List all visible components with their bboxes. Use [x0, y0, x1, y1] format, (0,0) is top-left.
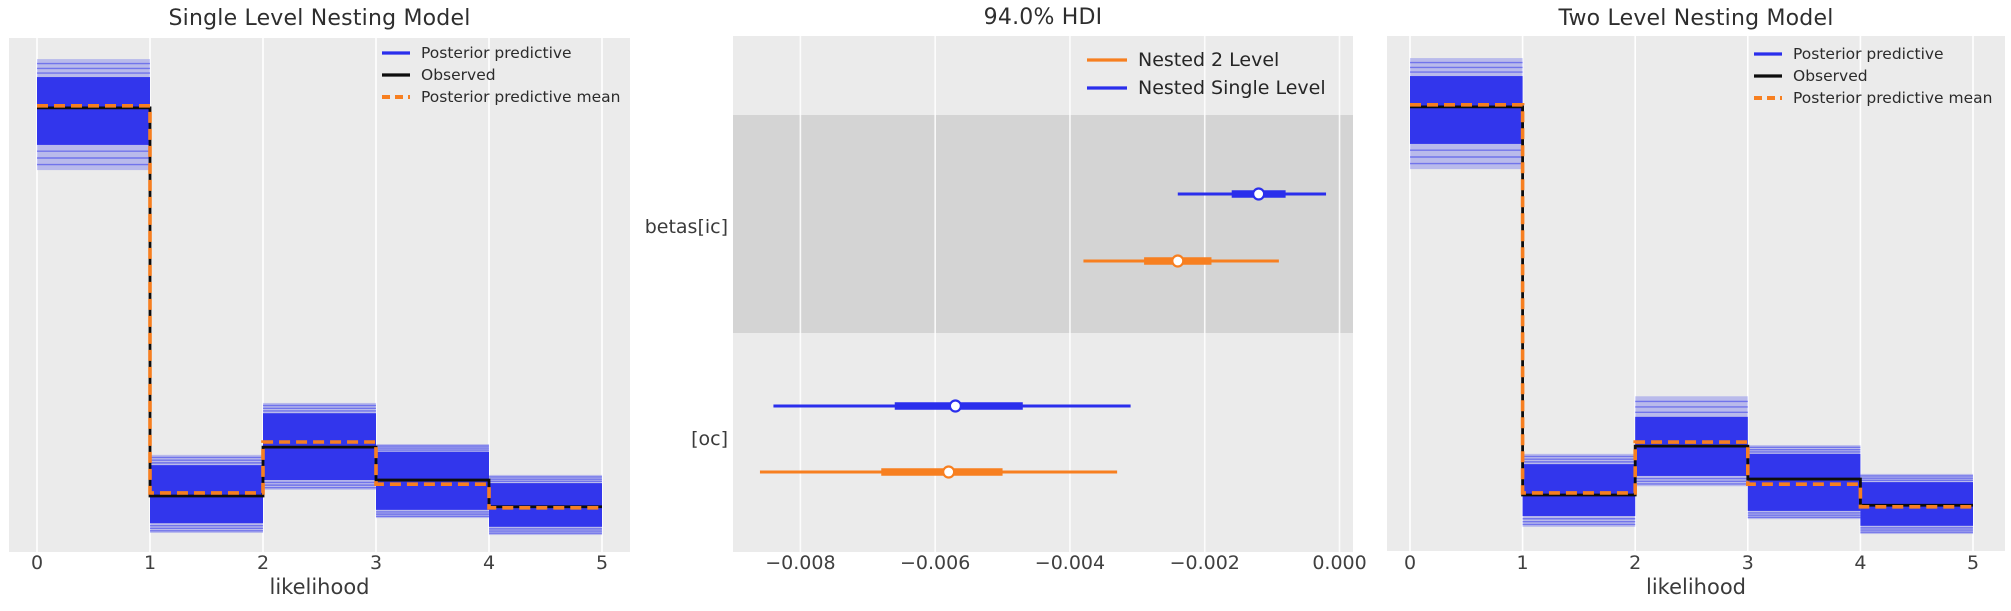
- legend-line-swatch-icon: [382, 95, 410, 99]
- legend-entry-label: Posterior predictive mean: [1793, 89, 1993, 107]
- variable-row-label: [oc]: [691, 428, 728, 450]
- legend-line-swatch-icon: [1087, 86, 1127, 90]
- legend-entry: Posterior predictive: [1753, 43, 1992, 65]
- median-dot: [1252, 187, 1266, 201]
- legend-entry-label: Observed: [421, 66, 496, 84]
- x-tick-label: 2: [256, 552, 270, 574]
- legend-entry-label: Posterior predictive: [421, 44, 572, 62]
- legend-entry: Nested Single Level: [1086, 74, 1326, 102]
- legend-line-swatch-icon: [1087, 58, 1127, 62]
- legend-entry-label: Nested Single Level: [1138, 77, 1326, 99]
- x-tick-label: 5: [595, 552, 609, 574]
- x-tick-label: 1: [1516, 552, 1529, 574]
- x-tick-label: 3: [1741, 552, 1754, 574]
- x-tick-label: 0: [1403, 552, 1417, 574]
- legend-line-swatch-icon: [382, 51, 410, 55]
- legend-entry-label: Nested 2 Level: [1138, 49, 1280, 71]
- x-tick-label: −0.006: [900, 552, 971, 574]
- legend-entry: Posterior predictive: [381, 42, 620, 64]
- x-tick-label: −0.002: [1169, 552, 1240, 574]
- legend-entry: Posterior predictive mean: [381, 86, 620, 108]
- posterior-predictive-band-solid: [489, 483, 602, 527]
- plot-canvas-two-level: [1387, 36, 2005, 551]
- x-tick-label: 0.000: [1312, 552, 1367, 574]
- posterior-predictive-mean-line: [1410, 103, 1973, 509]
- x-tick-label: 4: [1854, 552, 1867, 574]
- legend-entry: Posterior predictive mean: [1753, 87, 1992, 109]
- plot-canvas-hdi: [733, 36, 1353, 552]
- x-axis-label-single-level: likelihood: [269, 575, 370, 599]
- x-tick-label: −0.008: [765, 552, 836, 574]
- legend-entry-label: Posterior predictive: [1793, 45, 1944, 63]
- x-tick-label: 0: [30, 552, 44, 574]
- x-tick-label: −0.004: [1034, 552, 1106, 574]
- median-dot: [1171, 254, 1185, 268]
- legend-entry: Nested 2 Level: [1086, 46, 1326, 74]
- legend-entry-label: Observed: [1793, 67, 1868, 85]
- posterior-predictive-mean-line: [37, 104, 602, 510]
- legend-hdi: Nested 2 Level Nested Single Level: [1086, 46, 1326, 102]
- legend-entry: Observed: [381, 64, 620, 86]
- legend-single-level: Posterior predictive Observed Posterior pr…: [381, 42, 620, 108]
- variable-row-label: betas[ic]: [644, 216, 728, 238]
- posterior-predictive-band-solid: [1522, 464, 1636, 517]
- legend-line-swatch-icon: [1754, 74, 1782, 78]
- x-tick-label: 4: [482, 552, 496, 574]
- plot-title-two-level: Two Level Nesting Model: [1558, 6, 1834, 31]
- x-axis-label-two-level: likelihood: [1645, 575, 1746, 599]
- x-tick-label: 3: [369, 552, 383, 574]
- legend-entry-label: Posterior predictive mean: [421, 88, 621, 106]
- legend-line-swatch-icon: [382, 73, 410, 77]
- median-dot: [942, 465, 956, 479]
- legend-two-level: Posterior predictive Observed Posterior pr…: [1753, 43, 1992, 109]
- legend-line-swatch-icon: [1754, 96, 1782, 100]
- plot-title-hdi: 94.0% HDI: [983, 5, 1103, 30]
- plot-canvas-single-level: [9, 38, 630, 552]
- median-dot: [948, 399, 962, 413]
- plot-title-single-level: Single Level Nesting Model: [168, 6, 471, 31]
- posterior-predictive-band-solid: [37, 77, 150, 145]
- posterior-predictive-band-solid: [1410, 76, 1523, 144]
- x-tick-label: 5: [1966, 552, 1980, 574]
- shaded-variable-band: [733, 115, 1353, 333]
- legend-line-swatch-icon: [1754, 52, 1782, 56]
- legend-entry: Observed: [1753, 65, 1992, 87]
- x-tick-label: 2: [1629, 552, 1642, 574]
- x-tick-label: 1: [143, 552, 157, 574]
